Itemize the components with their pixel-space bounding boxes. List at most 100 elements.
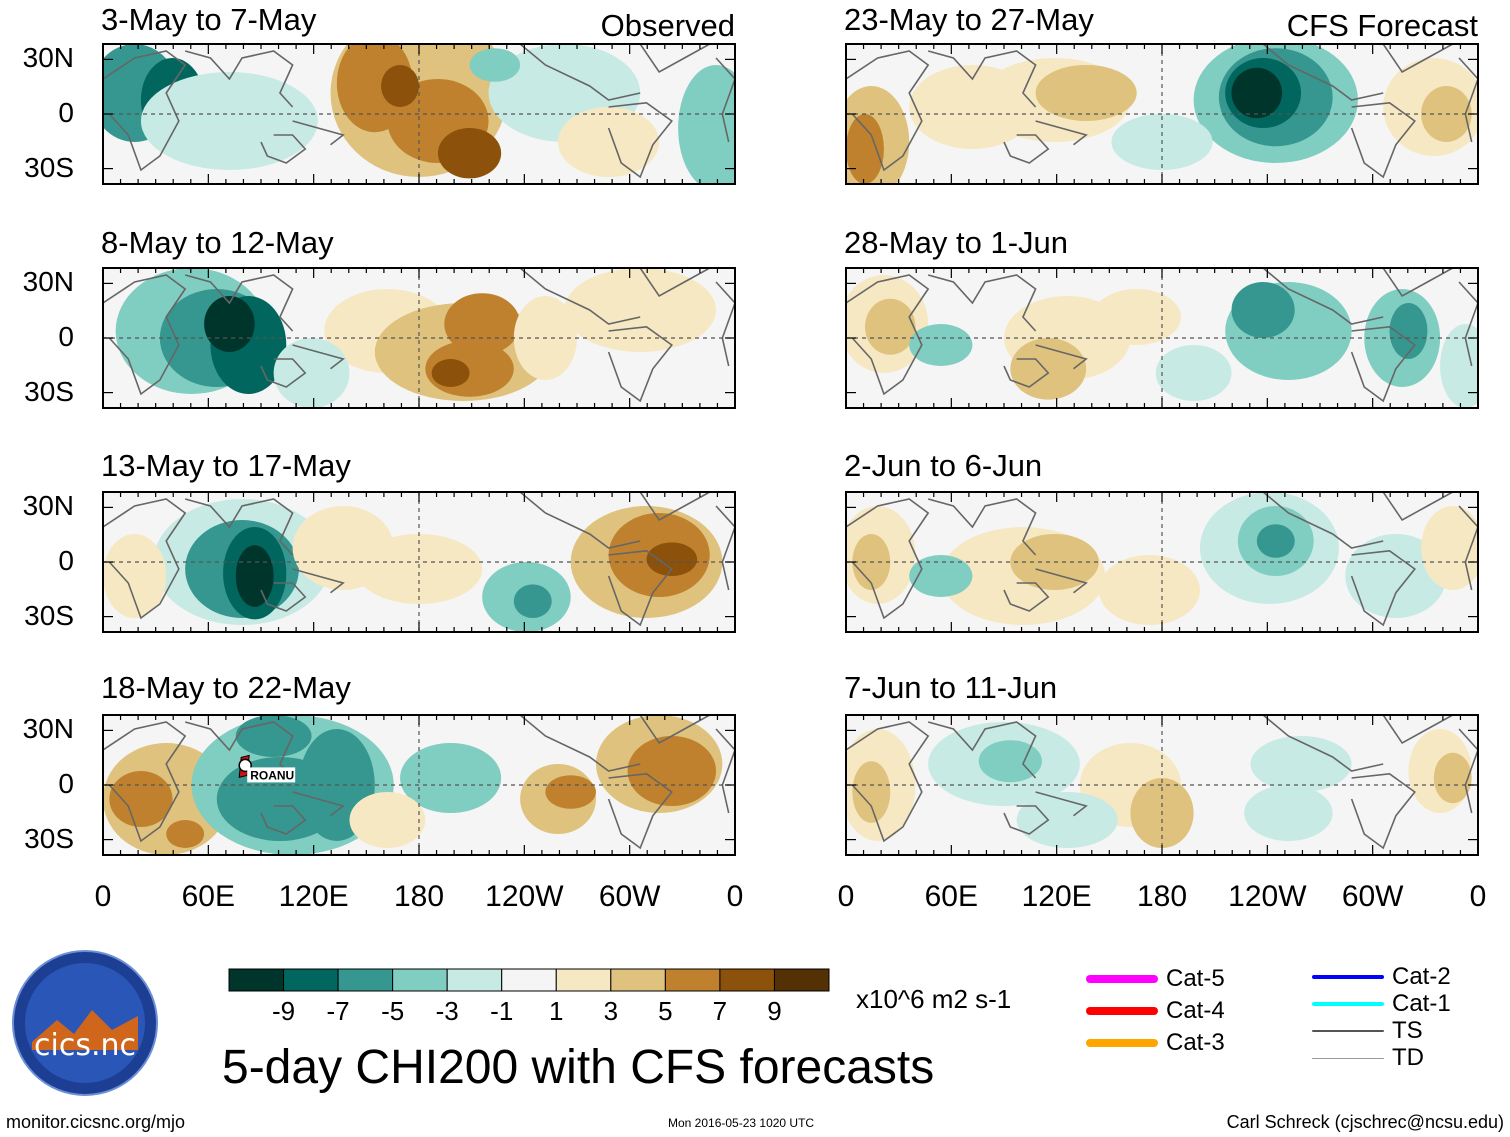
coastline: [1262, 715, 1384, 772]
contour-region: [1016, 792, 1118, 848]
coastline: [260, 582, 307, 612]
colorbar-tick-label: -7: [326, 996, 350, 1026]
map-panel: [845, 491, 1479, 633]
colorbar-swatch: [283, 968, 339, 992]
panel-source-label: CFS Forecast: [1286, 8, 1478, 43]
cics-logo: cics.nc: [12, 950, 158, 1096]
contour-region: [1256, 524, 1295, 558]
coastline: [607, 101, 673, 179]
coastline: [1458, 281, 1478, 367]
map-panel: [102, 491, 736, 633]
y-axis-label: 30N: [22, 266, 74, 298]
logo-text: cics.nc: [34, 1028, 136, 1063]
contour-region: [1092, 289, 1181, 345]
y-axis-label: 30N: [22, 490, 74, 522]
colorbar-tick-label: -5: [381, 996, 405, 1026]
y-axis-label: 0: [58, 768, 74, 799]
colorbar-swatch: [555, 968, 612, 992]
contour-region: [204, 296, 255, 352]
coastline: [927, 274, 1037, 332]
coastline: [103, 721, 187, 843]
y-axis-label: 30N: [22, 42, 74, 74]
x-axis-label: 60W: [1341, 880, 1404, 913]
panel-title: 8-May to 12-May: [101, 225, 334, 260]
contour-region: [1244, 785, 1333, 841]
x-axis-label: 0: [726, 880, 744, 913]
contour-region: [1231, 67, 1283, 119]
x-axis-label: 60E: [181, 880, 236, 913]
x-axis-label: 0: [837, 880, 855, 913]
anomaly-field: [846, 492, 1478, 632]
coastline: [292, 120, 345, 146]
colorbar-swatch: [446, 968, 503, 992]
contour-region: [349, 792, 426, 848]
coastline: [1458, 505, 1478, 591]
coastline: [846, 498, 930, 620]
legend-label: Cat-4: [1166, 997, 1225, 1024]
coastline: [639, 715, 711, 745]
legend-label: Cat-1: [1392, 990, 1451, 1017]
legend-item: Cat-3: [1086, 1029, 1225, 1056]
storm-label-bg: [247, 767, 296, 783]
main-title: 5-day CHI200 with CFS forecasts: [222, 1041, 935, 1094]
contour-region: [1433, 752, 1472, 804]
contour-region: [103, 534, 167, 618]
coastline: [639, 268, 711, 298]
contour-region: [852, 761, 891, 823]
contour-region: [646, 542, 698, 576]
colorbar-tick-label: 1: [549, 996, 564, 1026]
coastline: [260, 805, 307, 835]
legend-line-swatch: [1312, 1002, 1384, 1006]
colorbar-swatch: [392, 968, 448, 992]
legend-item: Cat-2: [1312, 963, 1451, 990]
contour-region: [109, 771, 173, 827]
colorbar-swatch: [610, 968, 666, 992]
coastline: [639, 492, 711, 522]
x-axis-label: 120E: [1021, 880, 1092, 913]
coastline: [639, 44, 711, 74]
x-axis-label: 60E: [924, 880, 979, 913]
panel-title: 23-May to 27-May: [844, 2, 1094, 37]
contour-region: [273, 338, 350, 408]
legend-label: TD: [1392, 1044, 1424, 1071]
footer-author: Carl Schreck (cjschrec@ncsu.edu): [1226, 1112, 1504, 1132]
coastline: [1382, 492, 1454, 522]
colorbar-tick-label: -9: [271, 996, 296, 1026]
panel-source-label: Observed: [600, 8, 735, 43]
coastline: [715, 728, 735, 814]
legend-line-swatch: [1312, 1057, 1384, 1059]
coastline: [184, 50, 294, 108]
logo-icon: [12, 950, 158, 1096]
legend-item: Cat-4: [1086, 997, 1225, 1024]
coastline: [519, 268, 641, 325]
anomaly-field: [846, 44, 1478, 184]
coastline: [715, 505, 735, 591]
legend-line-swatch: [1086, 1007, 1158, 1015]
colorbar-swatch: [773, 968, 830, 992]
coastline: [607, 772, 673, 850]
contour-region: [909, 555, 973, 597]
contour-region: [469, 48, 521, 82]
contour-region: [400, 743, 502, 813]
x-axis-label: 0: [1469, 880, 1487, 913]
panel-title: 7-Jun to 11-Jun: [844, 670, 1058, 705]
coastline: [1003, 358, 1050, 388]
coastline: [292, 344, 345, 370]
contour-region: [864, 298, 916, 355]
coastline: [607, 549, 673, 627]
footer-timestamp: Mon 2016-05-23 1020 UTC: [668, 1116, 815, 1130]
coastline: [184, 274, 294, 332]
coastline: [1350, 549, 1416, 627]
contour-region: [545, 775, 596, 809]
y-axis-label: 0: [58, 321, 74, 352]
anomaly-field: [103, 492, 735, 632]
contour-region: [627, 736, 717, 806]
legend-line-swatch: [1312, 975, 1384, 979]
contour-region: [437, 128, 502, 179]
contour-region: [1231, 282, 1295, 338]
map-panel: [845, 714, 1479, 856]
y-axis-label: 0: [58, 545, 74, 576]
coastline: [1035, 791, 1088, 817]
x-axis-label: 180: [393, 880, 445, 913]
